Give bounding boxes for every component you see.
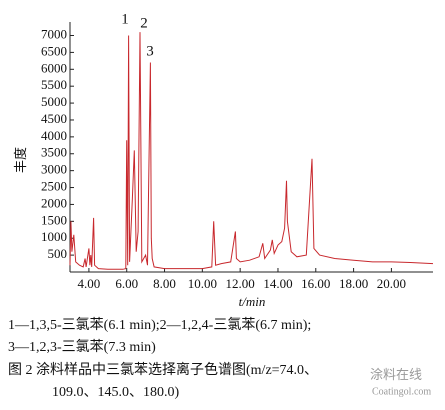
caption-line: 1—1,3,5-三氯苯(6.1 min);2—1,2,4-三氯苯(6.7 min…: [8, 316, 311, 333]
peak-label: 3: [146, 43, 154, 59]
y-tick-label: 2500: [41, 179, 67, 194]
y-tick-label: 500: [48, 246, 68, 261]
y-tick-label: 5500: [41, 77, 67, 92]
x-tick-label: 12.00: [226, 276, 255, 291]
watermark: 涂料在线: [370, 367, 422, 382]
x-tick-label: 16.00: [301, 276, 330, 291]
x-tick-label: 14.00: [263, 276, 292, 291]
x-tick-label: 8.00: [153, 276, 176, 291]
peak-label: 2: [140, 15, 148, 31]
y-tick-label: 6500: [41, 43, 67, 58]
signal-line: [69, 32, 434, 270]
caption-line: 图 2 涂料样品中三氯苯选择离子色谱图(m/z=74.0、: [8, 361, 318, 378]
x-tick-label: 6.00: [115, 276, 138, 291]
x-tick-label: 18.00: [339, 276, 368, 291]
y-tick-label: 4000: [41, 128, 67, 143]
y-tick-label: 3500: [41, 145, 67, 160]
y-tick-label: 7000: [41, 26, 67, 41]
y-tick-label: 5000: [41, 94, 67, 109]
y-tick-label: 4500: [41, 111, 67, 126]
x-tick-label: 4.00: [78, 276, 101, 291]
y-tick-label: 2000: [41, 195, 67, 210]
y-axis-label: 丰度: [13, 147, 28, 173]
y-tick-label: 1000: [41, 229, 67, 244]
y-tick-label: 6000: [41, 60, 67, 75]
peak-label: 1: [121, 11, 129, 27]
caption-line: 3—1,2,3-三氯苯(7.3 min): [8, 338, 156, 355]
x-axis-label: t/min: [239, 294, 266, 309]
caption-line: 109.0、145.0、180.0): [52, 385, 179, 400]
y-tick-label: 1500: [41, 212, 67, 227]
x-tick-label: 20.00: [377, 276, 406, 291]
watermark: Coatingol.com: [372, 386, 431, 397]
y-tick-label: 3000: [41, 162, 67, 177]
x-tick-label: 10.00: [188, 276, 217, 291]
